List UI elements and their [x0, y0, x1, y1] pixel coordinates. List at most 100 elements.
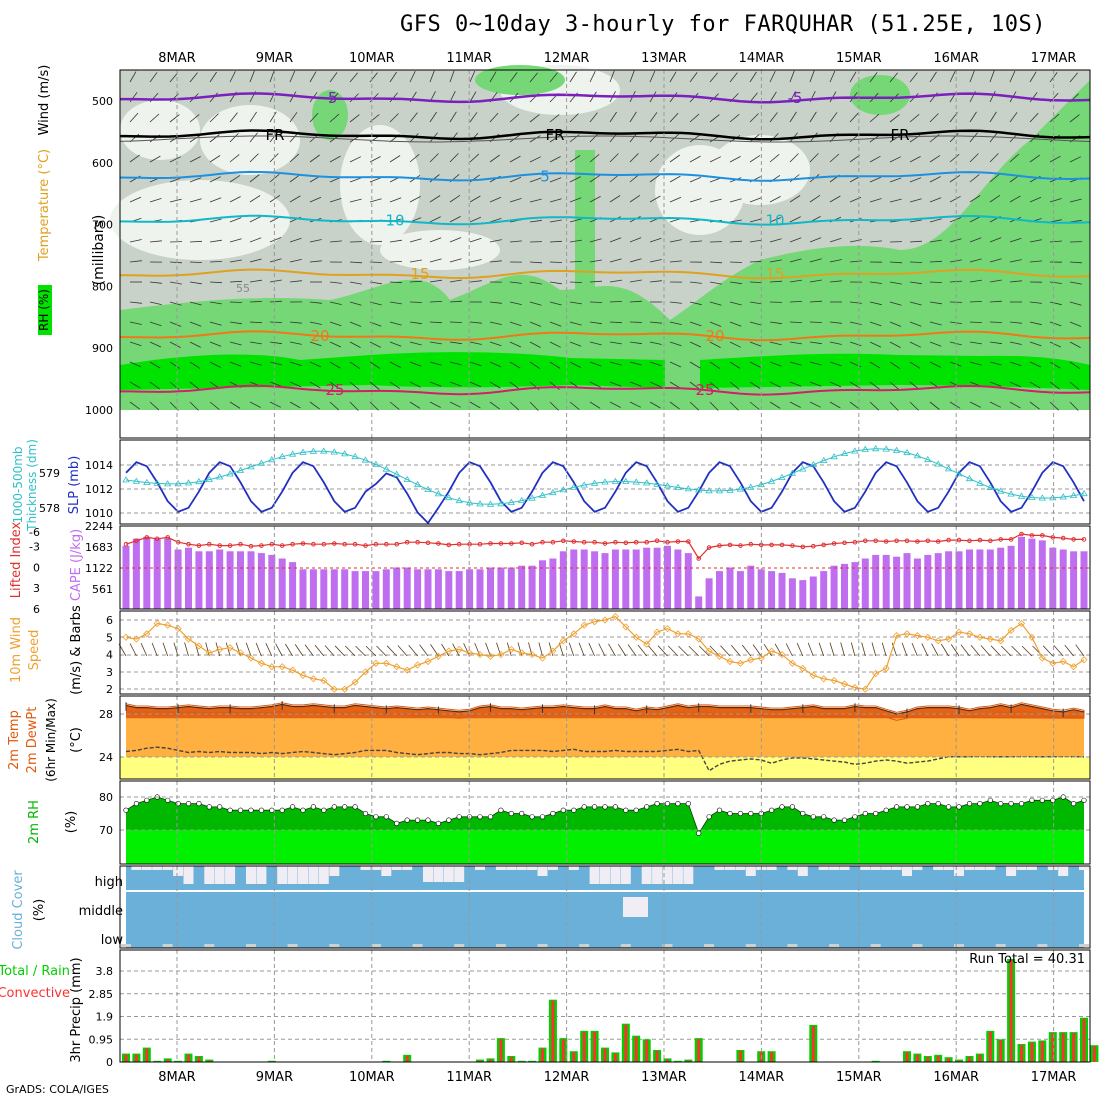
rh2m-marker: [487, 814, 494, 820]
wind-barb: [752, 644, 762, 657]
wind-barb: [269, 70, 275, 83]
precip-convective-bar: [1082, 1018, 1086, 1062]
wind-barb: [209, 218, 222, 223]
wind-barb: [729, 401, 739, 411]
cape-bar: [851, 562, 859, 609]
wind-barb: [589, 133, 599, 143]
cape-bar: [559, 551, 567, 609]
wind-speed-marker: [289, 666, 297, 674]
wind-barb: [449, 321, 463, 323]
wind-barb: [1029, 260, 1043, 263]
lifted-index-marker: [488, 541, 493, 546]
lifted-index-marker: [894, 538, 899, 544]
wind-barb: [629, 300, 643, 303]
wind-barb: [629, 194, 641, 203]
contour-label: 15: [410, 265, 429, 283]
wind-barb: [449, 341, 462, 345]
wind-barb: [789, 216, 801, 223]
rh-pale-patch: [120, 100, 200, 160]
wind-barb: [1029, 92, 1038, 103]
wind-speed-marker: [622, 623, 630, 631]
wind-barb: [929, 218, 942, 223]
precip-convective-bar: [1092, 1046, 1096, 1062]
lifted-index-marker: [633, 539, 639, 545]
wind-barb: [209, 361, 221, 368]
thickness-marker: [892, 446, 901, 453]
wind-barb: [369, 72, 378, 83]
wind-speed-marker: [247, 654, 255, 662]
wind-barb: [789, 70, 795, 83]
rh2m-marker: [654, 800, 660, 807]
wind-barb: [809, 153, 819, 163]
wind-barb: [989, 237, 1002, 243]
lifted-index-marker: [134, 538, 139, 544]
wind-speed-marker: [820, 675, 828, 683]
dewpoint-line: [125, 746, 1084, 772]
wind-barb: [969, 279, 982, 283]
wind-barb: [449, 153, 459, 163]
wind-barb: [249, 258, 262, 263]
wind-barb: [149, 113, 160, 123]
contour-label: 10: [385, 211, 404, 229]
rh2m-marker: [633, 807, 639, 813]
rh2m-marker: [435, 820, 442, 827]
precip-total-bar: [517, 1060, 526, 1062]
lifted-index-marker: [1060, 535, 1066, 541]
wind-barb: [729, 381, 740, 390]
lifted-index-marker: [227, 543, 233, 548]
wind-barb: [627, 644, 637, 657]
cloud-high-clear: [370, 866, 381, 870]
wind-barb: [449, 194, 461, 203]
wind-barb: [569, 281, 583, 283]
wind-barb: [329, 321, 342, 327]
wind-barb: [189, 156, 201, 163]
wind-barb: [169, 156, 181, 163]
wind-speed-marker: [309, 675, 317, 683]
wind-barb: [929, 239, 942, 243]
wind-barb: [667, 645, 679, 657]
rh2m-marker: [269, 807, 275, 813]
wind-barb: [189, 301, 202, 306]
cloud-low-gap: [537, 944, 548, 947]
wind-barb: [869, 240, 883, 243]
upper-air-panel: -5 -5 FR FR FR 5 10 10 15 15 20 20 25 25 55 500 600 700 80…: [37, 65, 1091, 439]
wind-barb: [629, 279, 642, 283]
lifted-index-marker: [384, 541, 389, 547]
wind-barb: [699, 645, 710, 657]
rh2m-marker: [123, 807, 129, 813]
cape-bar: [830, 565, 838, 609]
wind-speed-marker: [1017, 619, 1026, 628]
wind-barb: [749, 218, 762, 223]
wind-barb: [669, 260, 682, 263]
wind-barb: [149, 281, 162, 284]
precip-convective-bar: [1072, 1033, 1076, 1062]
wind-barb: [889, 198, 902, 203]
lifted-index-marker: [748, 541, 754, 547]
wind-barb: [929, 71, 937, 83]
wind-barb: [901, 642, 908, 657]
cape-bar: [695, 596, 703, 609]
date-label-bottom: 13MAR: [641, 1070, 687, 1085]
wind-barb: [309, 321, 322, 325]
wind-barb: [850, 642, 856, 657]
rh2m-unit-label: (%): [64, 811, 79, 834]
wind-barb: [709, 361, 721, 370]
wind-barb: [469, 280, 482, 283]
cape-bar: [674, 549, 682, 609]
thickness-marker: [757, 480, 765, 488]
wind-barb: [969, 361, 982, 366]
wind-barb: [609, 279, 622, 283]
lifted-index-marker: [1019, 531, 1024, 537]
wind-barb: [911, 642, 918, 657]
rh2m-marker: [217, 804, 223, 810]
thickness-marker: [663, 482, 672, 489]
wind-barb: [720, 645, 731, 657]
lifted-index-marker: [988, 538, 993, 544]
wind-barb: [314, 644, 325, 657]
wind-speed-marker: [393, 663, 401, 671]
lifted-index-marker: [800, 544, 806, 550]
precip-convective-bar: [1020, 1045, 1023, 1062]
precip-panel: 3.8 2.85 1.9 0.95 0 Run Total = 40.31 3hr Prec…: [0, 949, 1099, 1069]
wind-barb: [269, 111, 277, 123]
thickness-marker: [632, 478, 640, 485]
